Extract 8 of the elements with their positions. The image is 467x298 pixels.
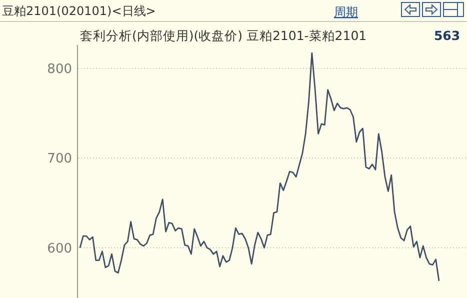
- y-tick-label: 700: [47, 152, 72, 167]
- text: 豆粕2101(020101)<日线>: [2, 4, 156, 18]
- text: 周期: [334, 5, 358, 19]
- y-tick-label: 800: [47, 62, 72, 77]
- y-tick-label: 600: [47, 241, 72, 256]
- text: 563: [434, 28, 460, 43]
- line-series: [79, 52, 440, 282]
- chart-title: 套利分析(内部使用)(收盘价) 豆粕2101-菜粕2101: [80, 28, 367, 43]
